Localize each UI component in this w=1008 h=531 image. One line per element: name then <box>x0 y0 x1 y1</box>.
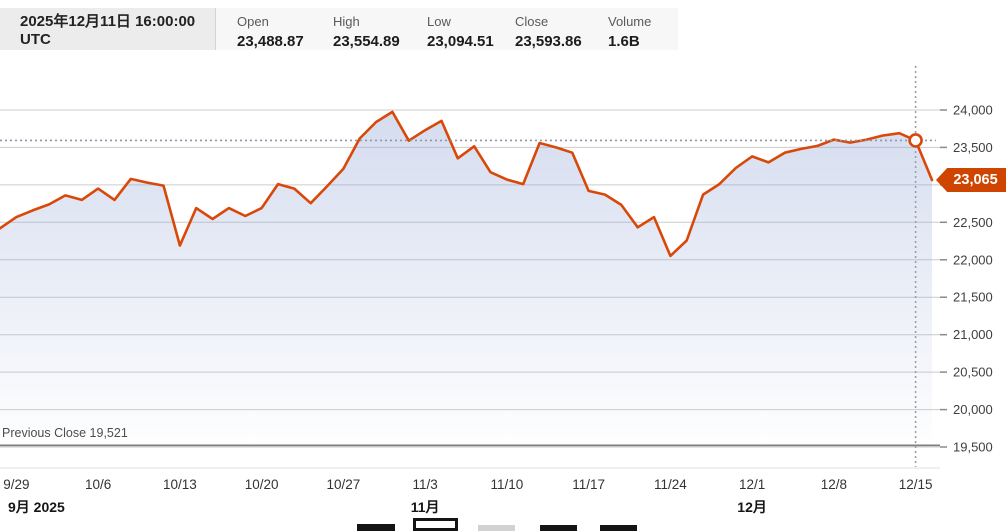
quote-header: 2025年12月11日 16:00:00 UTC Open 23,488.87 … <box>0 8 678 50</box>
price-line <box>0 110 934 258</box>
x-axis-label: 12/1 <box>739 477 765 492</box>
stat-high: High 23,554.89 <box>333 14 427 50</box>
ohlc-stats: Open 23,488.87 High 23,554.89 Low 23,094… <box>216 8 678 50</box>
stat-volume-label: Volume <box>608 14 652 29</box>
stat-close: Close 23,593.86 <box>515 14 608 50</box>
period-button-3[interactable] <box>478 525 515 531</box>
stat-open-value: 23,488.87 <box>237 33 304 50</box>
x-axis-label: 9/29 <box>3 477 29 492</box>
x-axis-label: 12/8 <box>821 477 847 492</box>
stat-low-value: 23,094.51 <box>427 33 494 50</box>
last-price-value: 23,065 <box>953 172 998 188</box>
y-axis-label: 21,500 <box>953 290 993 305</box>
previous-close-label: Previous Close 19,521 <box>2 426 128 440</box>
stat-high-value: 23,554.89 <box>333 33 400 50</box>
x-axis-label: 11/10 <box>491 477 524 492</box>
close-marker[interactable] <box>908 133 923 148</box>
month-label: 12月 <box>737 499 767 515</box>
x-axis-label: 11/3 <box>412 477 437 492</box>
period-button-1[interactable] <box>357 524 395 531</box>
stat-volume-value: 1.6B <box>608 33 640 50</box>
x-axis-label: 12/15 <box>899 477 933 492</box>
x-axis-label: 11/17 <box>572 477 605 492</box>
y-axis-label: 20,000 <box>953 402 993 417</box>
timestamp: 2025年12月11日 16:00:00 UTC <box>0 8 216 50</box>
stat-volume: Volume 1.6B <box>608 14 678 50</box>
x-axis-label: 11/24 <box>654 477 687 492</box>
y-axis-label: 24,000 <box>953 103 993 118</box>
period-button-4[interactable] <box>540 525 577 531</box>
y-axis-label: 19,500 <box>953 440 993 455</box>
stat-close-value: 23,593.86 <box>515 33 582 50</box>
y-axis-label: 22,500 <box>953 215 993 230</box>
stat-low: Low 23,094.51 <box>427 14 515 50</box>
period-button-2-selected[interactable] <box>413 518 458 531</box>
month-label: 11月 <box>411 499 440 515</box>
period-button-5[interactable] <box>600 525 637 531</box>
stat-open: Open 23,488.87 <box>237 14 333 50</box>
x-axis-label: 10/20 <box>245 477 279 492</box>
x-axis-label: 10/13 <box>163 477 197 492</box>
x-axis-label: 10/6 <box>85 477 111 492</box>
area-fill <box>0 111 932 453</box>
y-axis-label: 22,000 <box>953 252 993 267</box>
stat-low-label: Low <box>427 14 451 29</box>
y-axis-label: 23,500 <box>953 140 993 155</box>
stat-open-label: Open <box>237 14 269 29</box>
y-axis-label: 20,500 <box>953 365 993 380</box>
last-price-badge: 23,065 <box>936 168 1006 192</box>
month-label: 9月 2025 <box>8 499 65 515</box>
y-axis-label: 21,000 <box>953 327 993 342</box>
stat-high-label: High <box>333 14 360 29</box>
x-axis-label: 10/27 <box>327 477 361 492</box>
stat-close-label: Close <box>515 14 549 29</box>
